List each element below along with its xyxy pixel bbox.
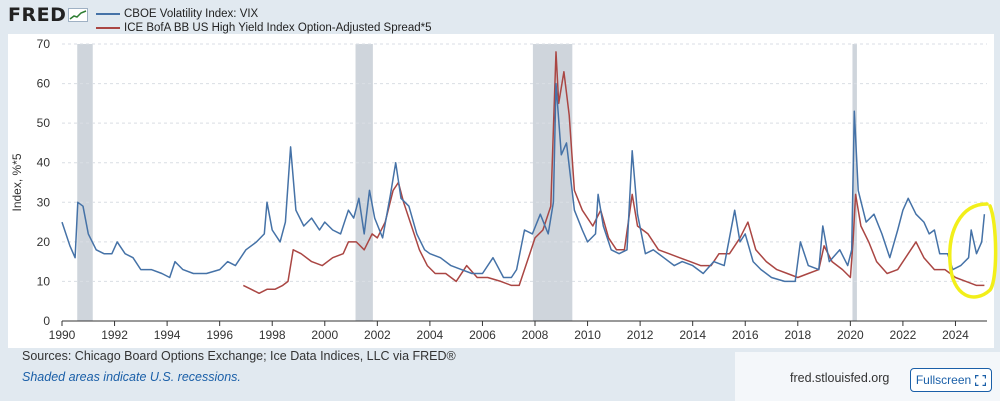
x-tick-label-2006: 2006 xyxy=(469,328,496,342)
x-tick-label-2024: 2024 xyxy=(942,328,969,342)
y-axis-label: Index, %*5 xyxy=(10,153,24,211)
y-tick-label-60: 60 xyxy=(37,77,51,91)
x-tick-label-2004: 2004 xyxy=(417,328,444,342)
fullscreen-label: Fullscreen xyxy=(915,373,972,387)
y-tick-label-40: 40 xyxy=(37,156,51,170)
fred-logo[interactable]: FRED xyxy=(8,4,89,26)
fullscreen-button[interactable]: Fullscreen xyxy=(910,368,992,392)
legend-label-spread: ICE BofA BB US High Yield Index Option-A… xyxy=(124,22,432,34)
site-link[interactable]: fred.stlouisfed.org xyxy=(790,371,890,385)
recession-band-1 xyxy=(355,44,373,321)
x-tick-label-2012: 2012 xyxy=(627,328,654,342)
y-tick-label-0: 0 xyxy=(43,314,50,328)
x-tick-label-2000: 2000 xyxy=(311,328,338,342)
series-line-spread[interactable] xyxy=(242,51,985,295)
logo-text: FRED xyxy=(8,4,67,26)
x-tick-label-2002: 2002 xyxy=(364,328,391,342)
recession-band-0 xyxy=(77,44,93,321)
legend-label-vix: CBOE Volatility Index: VIX xyxy=(124,8,259,20)
legend-entry-spread[interactable]: ICE BofA BB US High Yield Index Option-A… xyxy=(96,21,432,35)
series-line-vix[interactable] xyxy=(61,82,986,283)
legend-entry-vix[interactable]: CBOE Volatility Index: VIX xyxy=(96,7,432,21)
plot-panel xyxy=(8,34,994,348)
x-tick-label-1994: 1994 xyxy=(154,328,181,342)
chart-legend: CBOE Volatility Index: VIX ICE BofA BB U… xyxy=(96,7,432,35)
x-tick-label-2022: 2022 xyxy=(890,328,917,342)
x-tick-label-2018: 2018 xyxy=(784,328,811,342)
x-tick-label-2014: 2014 xyxy=(679,328,706,342)
x-tick-label-2020: 2020 xyxy=(837,328,864,342)
chart-logo-icon xyxy=(68,8,89,22)
recession-band-2 xyxy=(532,44,573,321)
x-tick-label-1992: 1992 xyxy=(101,328,128,342)
x-tick-label-2008: 2008 xyxy=(522,328,549,342)
y-tick-label-10: 10 xyxy=(37,274,51,288)
recession-band-3 xyxy=(852,44,857,321)
x-tick-label-2016: 2016 xyxy=(732,328,759,342)
x-tick-label-1998: 1998 xyxy=(259,328,286,342)
legend-swatch-vix xyxy=(96,13,120,15)
y-tick-label-20: 20 xyxy=(37,235,51,249)
x-tick-label-2010: 2010 xyxy=(574,328,601,342)
legend-swatch-spread xyxy=(96,27,120,29)
x-tick-label-1996: 1996 xyxy=(206,328,233,342)
sources-text: Sources: Chicago Board Options Exchange;… xyxy=(22,349,456,363)
x-tick-label-1990: 1990 xyxy=(49,328,76,342)
highlight-circle xyxy=(948,202,998,299)
recession-note: Shaded areas indicate U.S. recessions. xyxy=(22,370,241,384)
y-tick-label-50: 50 xyxy=(37,116,51,130)
y-tick-label-30: 30 xyxy=(37,195,51,209)
y-tick-label-70: 70 xyxy=(37,37,51,51)
fullscreen-icon xyxy=(975,374,987,386)
